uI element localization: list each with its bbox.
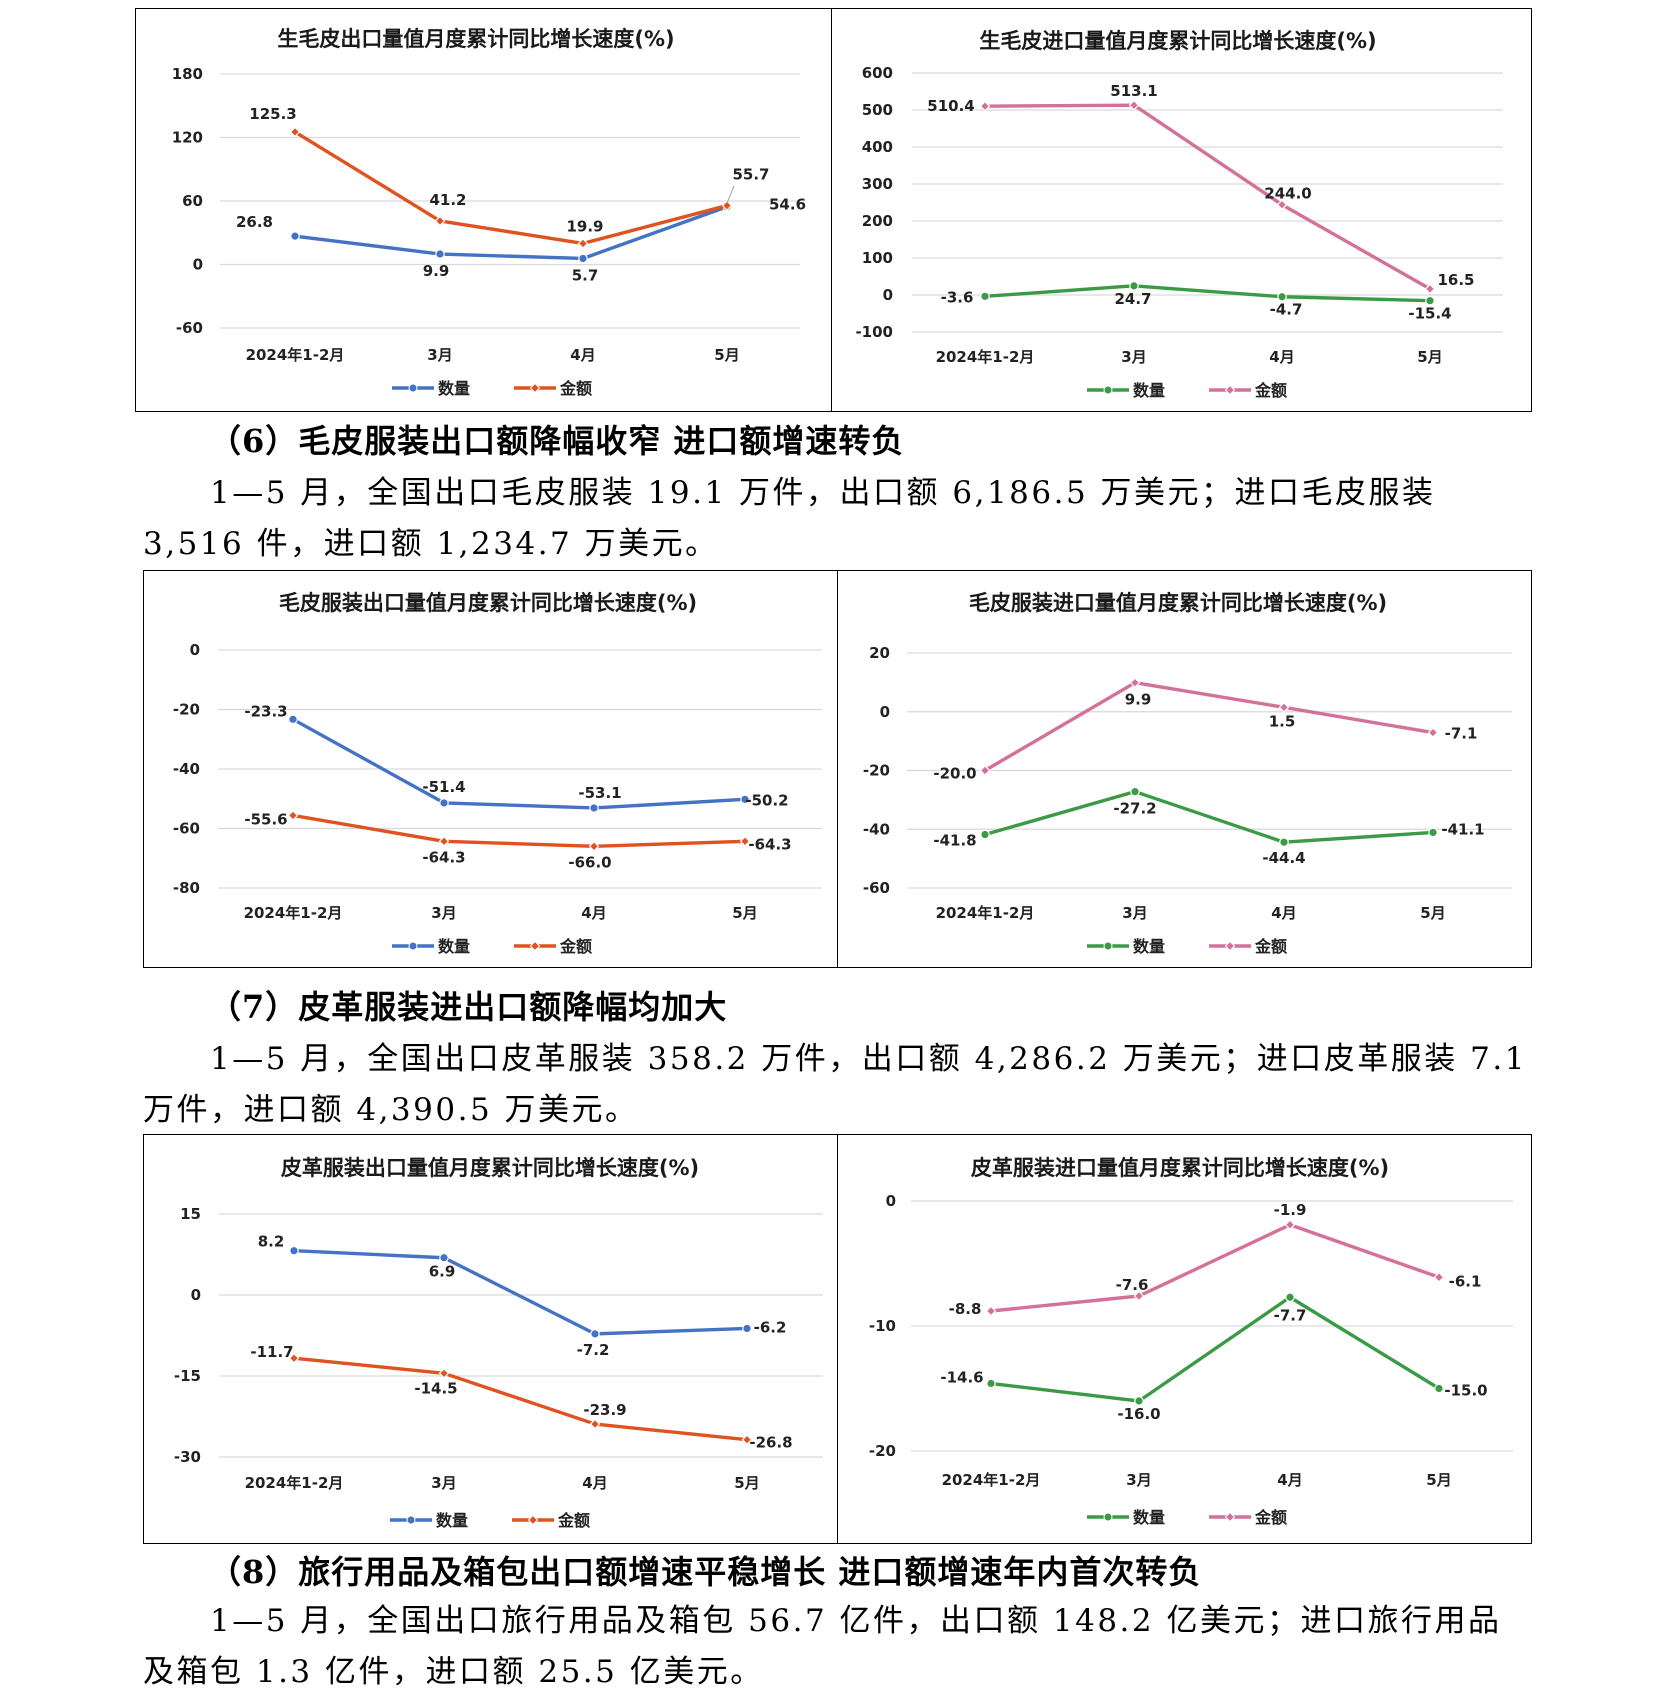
section-paragraph-6: 1—5 月，全国出口毛皮服装 19.1 万件，出口额 6,186.5 万美元；进… [143,475,1436,562]
chart-box-3 [143,1134,1532,1544]
chart-box-2 [143,570,1532,968]
section-paragraph-7: 1—5 月，全国出口皮革服装 358.2 万件，出口额 4,286.2 万美元；… [143,1041,1527,1128]
section-heading-7: （7）皮革服装进出口额降幅均加大 [209,988,728,1026]
section-paragraph-8: 1—5 月，全国出口旅行用品及箱包 56.7 亿件，出口额 148.2 亿美元；… [143,1603,1502,1690]
chart-divider [837,571,838,967]
chart-divider [837,1135,838,1543]
section-heading-8: （8）旅行用品及箱包出口额增速平稳增长 进口额增速年内首次转负 [209,1553,1202,1591]
section-heading-6: （6）毛皮服装出口额降幅收窄 进口额增速转负 [209,422,905,460]
chart-divider [831,9,832,411]
chart-box-1 [135,8,1532,412]
chart-row-1 [0,0,1671,412]
